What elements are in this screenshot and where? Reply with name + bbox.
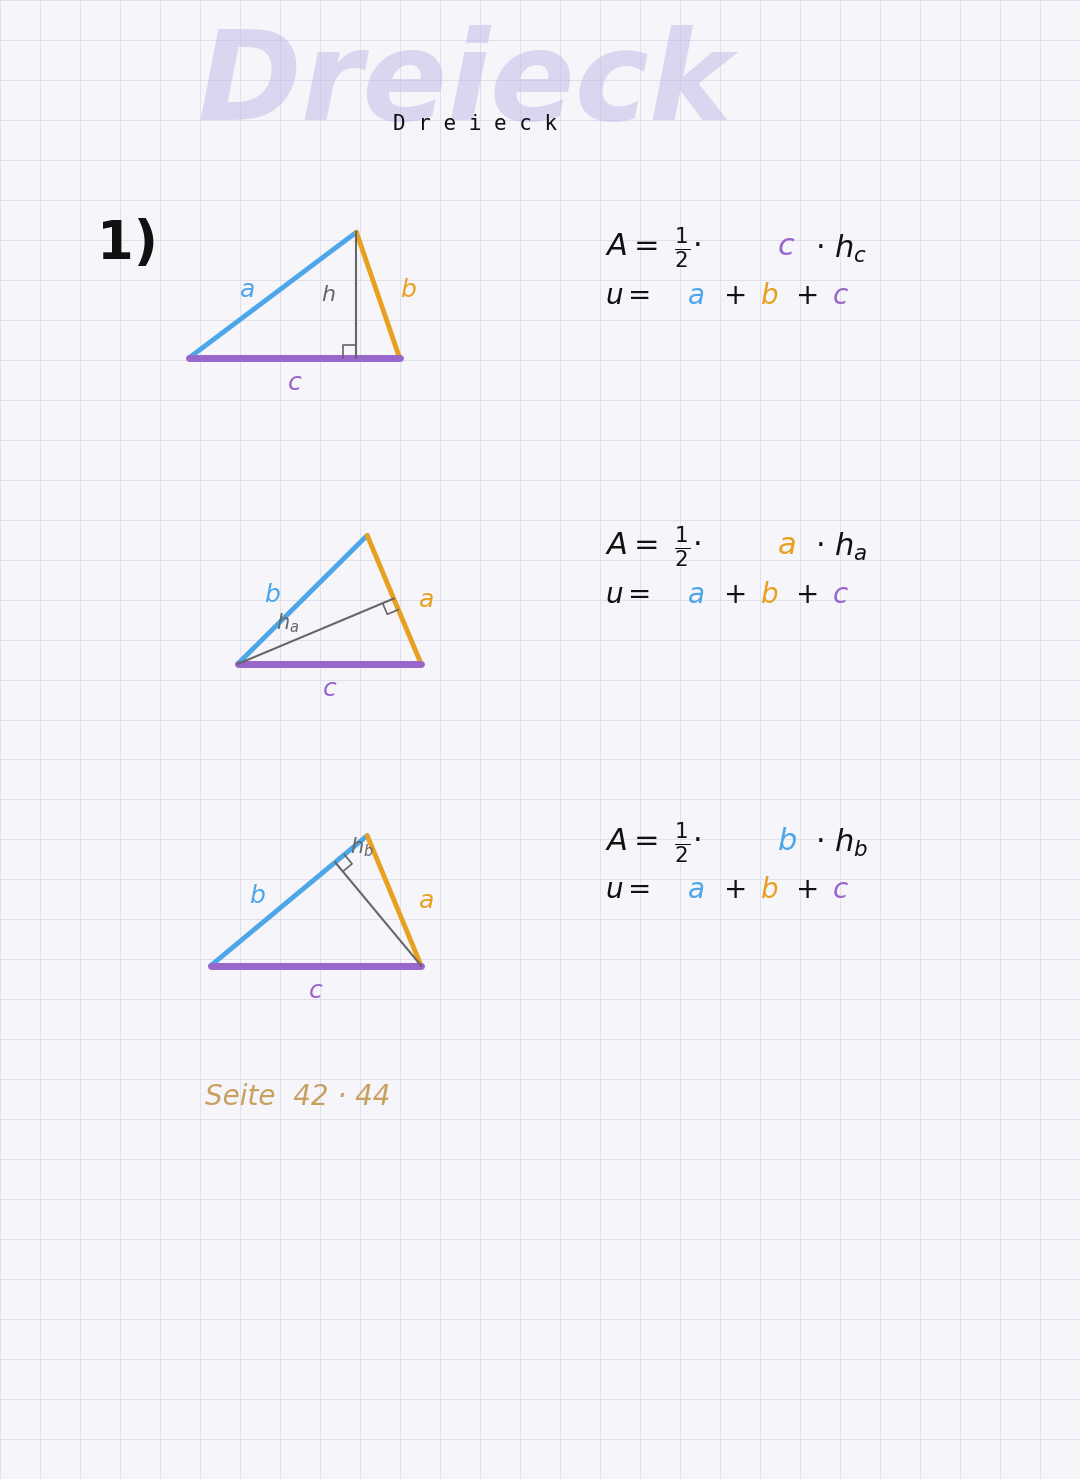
Text: $h_a$: $h_a$ [276, 611, 299, 634]
Text: $h_b$: $h_b$ [350, 836, 374, 859]
Text: $+$: $+$ [795, 877, 818, 904]
Text: $c$: $c$ [832, 282, 849, 309]
Text: $a$: $a$ [777, 531, 796, 559]
Text: D r e i e c k: D r e i e c k [393, 114, 557, 135]
Text: ${\cdot}\ h_b$: ${\cdot}\ h_b$ [814, 827, 868, 859]
Text: a: a [240, 278, 255, 302]
Text: 1): 1) [97, 217, 158, 271]
Text: $c$: $c$ [832, 877, 849, 904]
Text: b: b [265, 583, 281, 606]
Text: $b$: $b$ [760, 581, 778, 608]
Text: $A{=}\ \frac{1}{2}{\cdot}$: $A{=}\ \frac{1}{2}{\cdot}$ [605, 226, 701, 271]
Text: $+$: $+$ [795, 282, 818, 309]
Text: $+$: $+$ [795, 581, 818, 608]
Text: h: h [322, 285, 336, 305]
Text: c: c [309, 979, 323, 1003]
Text: $b$: $b$ [777, 827, 797, 855]
Text: $a$: $a$ [687, 581, 704, 608]
Text: b: b [249, 884, 265, 908]
Text: $u =$: $u =$ [605, 877, 650, 904]
Text: Seite  42 · 44: Seite 42 · 44 [205, 1084, 391, 1111]
Text: b: b [400, 278, 416, 302]
Text: Dreieck: Dreieck [197, 25, 732, 146]
Text: $+$: $+$ [723, 581, 745, 608]
Text: $b$: $b$ [760, 877, 778, 904]
Text: $b$: $b$ [760, 282, 778, 309]
Text: ${\cdot}\ h_c$: ${\cdot}\ h_c$ [814, 232, 867, 265]
Text: $c$: $c$ [777, 232, 795, 260]
Text: c: c [287, 371, 301, 395]
Text: $A{=}\ \frac{1}{2}{\cdot}$: $A{=}\ \frac{1}{2}{\cdot}$ [605, 821, 701, 865]
Text: ${\cdot}\ h_a$: ${\cdot}\ h_a$ [814, 531, 867, 563]
Text: $a$: $a$ [687, 877, 704, 904]
Text: c: c [323, 677, 336, 701]
Text: $A{=}\ \frac{1}{2}{\cdot}$: $A{=}\ \frac{1}{2}{\cdot}$ [605, 525, 701, 569]
Text: $+$: $+$ [723, 282, 745, 309]
Text: $+$: $+$ [723, 877, 745, 904]
Text: a: a [419, 587, 434, 612]
Text: a: a [419, 889, 434, 913]
Text: $u =$: $u =$ [605, 581, 650, 608]
Text: $a$: $a$ [687, 282, 704, 309]
Text: $u =$: $u =$ [605, 282, 650, 309]
Text: $c$: $c$ [832, 581, 849, 608]
